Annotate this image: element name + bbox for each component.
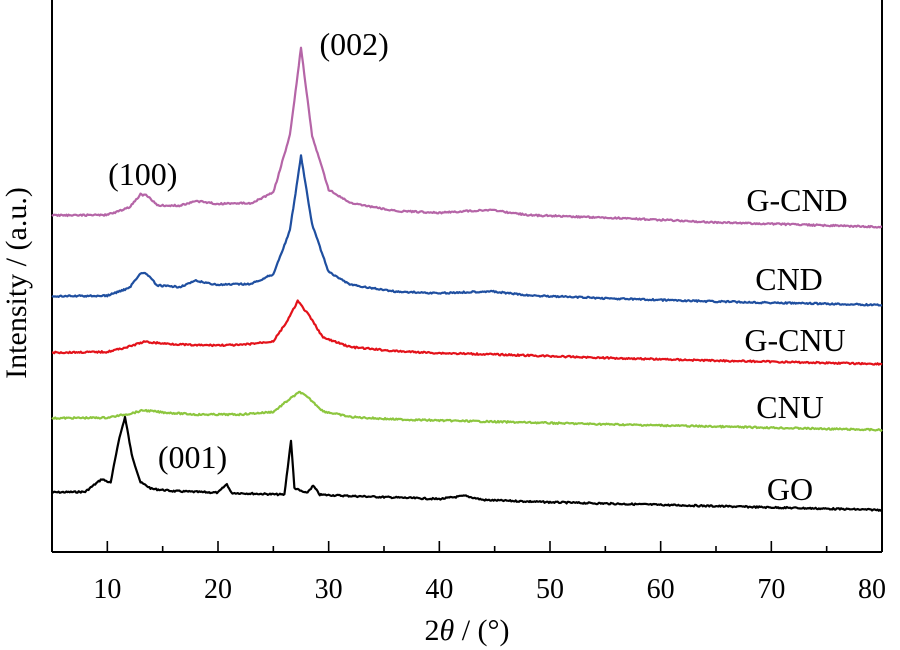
x-ticks xyxy=(51,541,883,552)
series-label-go: GO xyxy=(767,471,813,507)
x-tick-label: 50 xyxy=(536,574,564,605)
series-line-g-cnd xyxy=(51,46,882,229)
x-axis-title: 2θ / (°) xyxy=(424,614,509,647)
series-curves xyxy=(51,46,883,512)
series-label-cnd: CND xyxy=(755,261,823,297)
series-line-cnu xyxy=(51,390,883,432)
series-label-g-cnu: G-CNU xyxy=(744,322,845,358)
x-tick-label: 20 xyxy=(204,574,232,605)
series-line-go xyxy=(51,415,882,512)
peak-annotation: (002) xyxy=(319,26,388,62)
series-label-g-cnd: G-CND xyxy=(746,182,847,218)
peak-annotation: (001) xyxy=(158,439,227,475)
x-tick-label: 70 xyxy=(757,574,785,605)
x-tick-label: 60 xyxy=(647,574,675,605)
x-tick-label: 10 xyxy=(93,574,121,605)
x-tick-labels: 10 20 30 40 50 60 70 80 xyxy=(93,574,886,605)
peak-annotation: (100) xyxy=(108,156,177,192)
x-tick-label: 30 xyxy=(315,574,343,605)
peak-annotations: (001) (100) (002) xyxy=(108,26,389,475)
series-line-cnd xyxy=(51,154,883,307)
series-label-cnu: CNU xyxy=(756,389,824,425)
x-tick-label: 80 xyxy=(858,574,886,605)
x-tick-label: 40 xyxy=(425,574,453,605)
series-labels: GO CNU G-CNU CND G-CND xyxy=(744,182,847,507)
y-axis-title: Intensity / (a.u.) xyxy=(0,187,33,379)
series-line-g-cnu xyxy=(52,299,883,366)
